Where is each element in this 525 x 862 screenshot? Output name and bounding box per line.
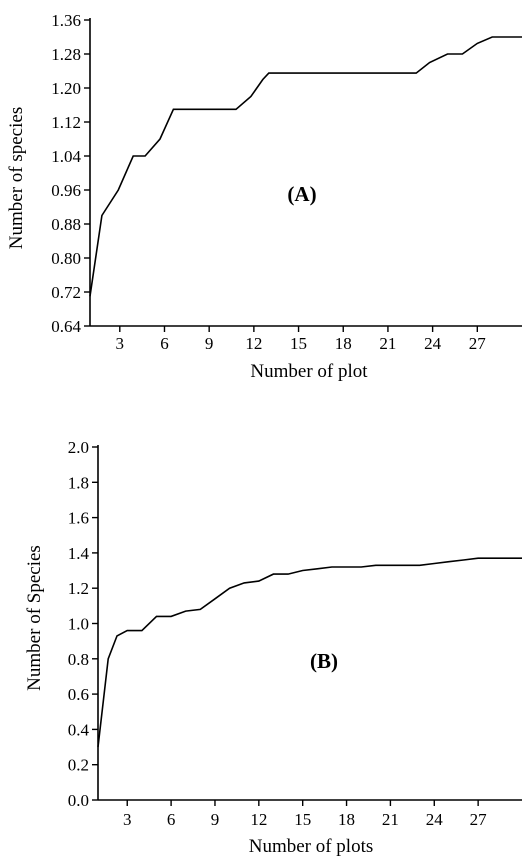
y-tick-label-b: 1.2 xyxy=(68,579,89,598)
x-tick-label-a: 6 xyxy=(160,334,169,353)
y-tick-label-a: 0.96 xyxy=(51,181,81,200)
y-tick-label-b: 2.0 xyxy=(68,438,89,457)
y-tick-label-a: 0.80 xyxy=(51,249,81,268)
y-tick-label-a: 1.20 xyxy=(51,79,81,98)
y-tick-label-b: 0.6 xyxy=(68,685,89,704)
x-tick-label-a: 9 xyxy=(205,334,214,353)
x-tick-label-b: 9 xyxy=(211,810,220,829)
x-tick-label-b: 3 xyxy=(123,810,132,829)
series-line-b xyxy=(97,557,522,748)
x-tick-label-b: 24 xyxy=(426,810,444,829)
x-tick-label-a: 12 xyxy=(245,334,262,353)
y-tick-label-a: 0.88 xyxy=(51,215,81,234)
y-tick-label-a: 0.64 xyxy=(51,317,81,336)
y-tick-label-a: 1.04 xyxy=(51,147,81,166)
y-tick-label-a: 0.72 xyxy=(51,283,81,302)
x-tick-label-a: 21 xyxy=(379,334,396,353)
y-axis-label-b: Number of Species xyxy=(24,545,45,691)
y-tick-label-a: 1.28 xyxy=(51,45,81,64)
x-axis-label-b: Number of plots xyxy=(249,836,374,857)
panel-label-a: (A) xyxy=(287,182,316,206)
y-tick-label-b: 0.0 xyxy=(68,791,89,810)
y-axis-label-a: Number of species xyxy=(6,107,27,249)
x-tick-label-b: 27 xyxy=(470,810,488,829)
x-tick-label-b: 18 xyxy=(338,810,355,829)
x-tick-label-a: 15 xyxy=(290,334,307,353)
x-tick-label-a: 3 xyxy=(116,334,125,353)
panel-label-b: (B) xyxy=(310,649,338,673)
y-tick-label-b: 0.2 xyxy=(68,756,89,775)
x-tick-label-a: 24 xyxy=(424,334,442,353)
x-tick-label-a: 27 xyxy=(469,334,487,353)
y-tick-label-a: 1.36 xyxy=(51,11,81,30)
y-tick-label-a: 1.12 xyxy=(51,113,81,132)
series-line-a xyxy=(89,36,522,297)
y-tick-label-b: 1.4 xyxy=(68,544,90,563)
x-axis-label-a: Number of plot xyxy=(250,361,368,382)
y-tick-label-b: 1.6 xyxy=(68,509,89,528)
x-tick-label-b: 6 xyxy=(167,810,176,829)
y-tick-label-b: 0.8 xyxy=(68,650,89,669)
x-tick-label-b: 21 xyxy=(382,810,399,829)
y-tick-label-b: 1.8 xyxy=(68,473,89,492)
y-tick-label-b: 1.0 xyxy=(68,615,89,634)
y-tick-label-b: 0.4 xyxy=(68,720,90,739)
x-tick-label-b: 12 xyxy=(250,810,267,829)
x-tick-label-a: 18 xyxy=(335,334,352,353)
x-tick-label-b: 15 xyxy=(294,810,311,829)
